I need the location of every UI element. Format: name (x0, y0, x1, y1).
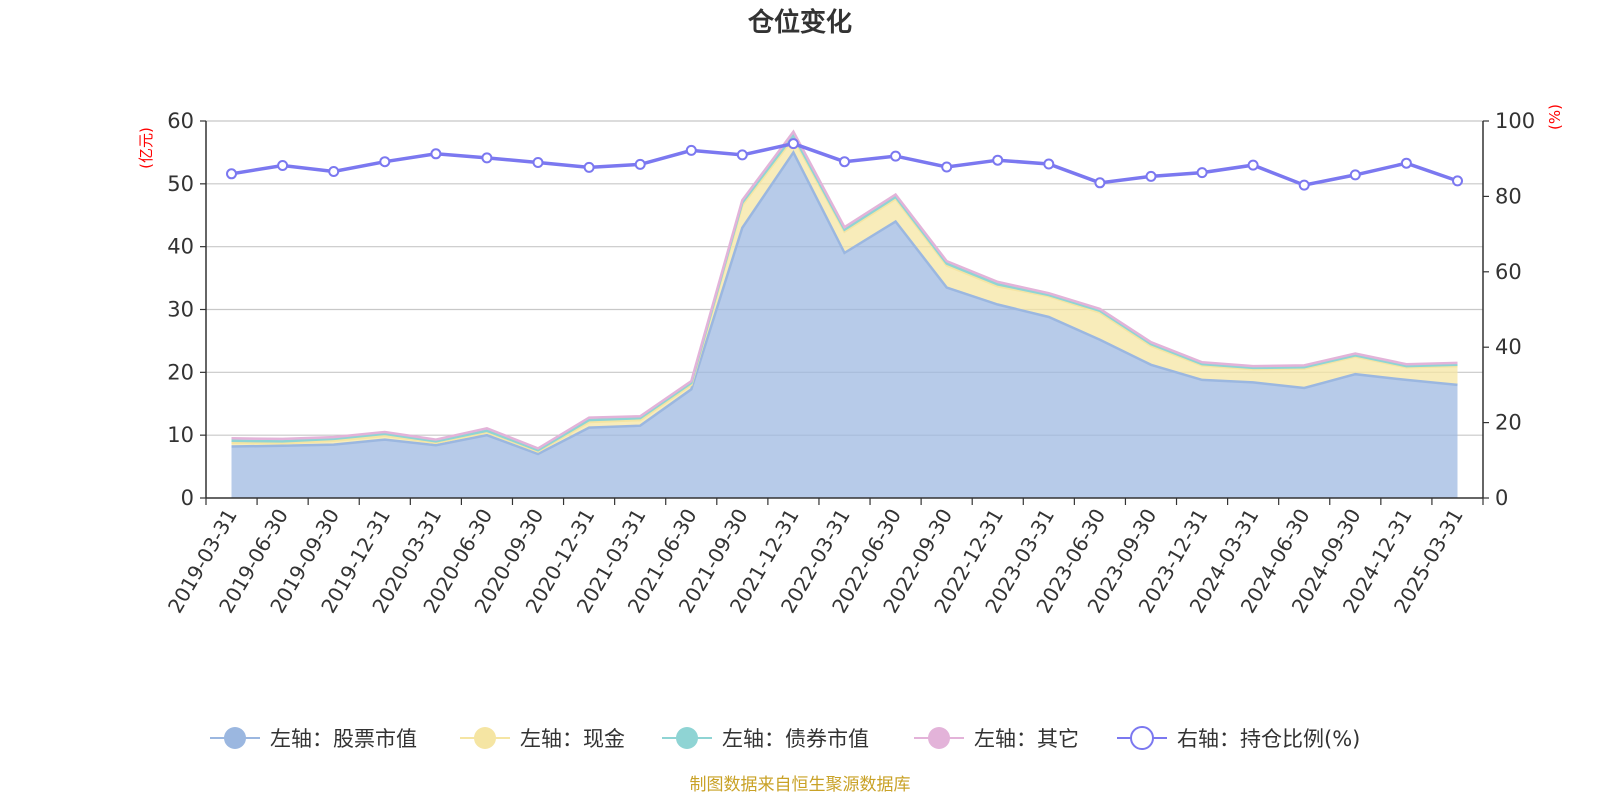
chart-title: 仓位变化 (747, 7, 852, 38)
right-axis-unit: (%) (1546, 104, 1564, 130)
left-tick-label: 50 (167, 172, 194, 196)
right-tick-label: 0 (1495, 486, 1508, 510)
legend-swatch-marker (224, 727, 246, 749)
ratio-point (1298, 179, 1310, 191)
ratio-point (1400, 157, 1412, 169)
ratio-point (1349, 169, 1361, 181)
right-tick-label: 100 (1495, 109, 1535, 133)
right-tick-label: 60 (1495, 260, 1522, 284)
legend-label: 左轴：现金 (520, 727, 625, 751)
legend-label: 左轴：其它 (974, 727, 1079, 751)
left-tick-label: 60 (167, 109, 194, 133)
ratio-point (481, 152, 493, 164)
data-source-note: 制图数据来自恒生聚源数据库 (690, 775, 911, 795)
left-tick-label: 0 (181, 486, 194, 510)
ratio-point (379, 156, 391, 168)
legend-label: 左轴：债券市值 (722, 727, 869, 751)
ratio-point (1094, 177, 1106, 189)
legend-item: 左轴：股票市值 (210, 727, 417, 751)
ratio-point (1043, 158, 1055, 170)
ratio-point (992, 154, 1004, 166)
area-edge-1 (231, 149, 1458, 456)
ratio-point (787, 138, 799, 150)
ratio-point (634, 158, 646, 170)
ratio-point (328, 166, 340, 177)
legend-item: 左轴：债券市值 (662, 727, 869, 751)
ratio-point (890, 150, 902, 162)
ratio-point (583, 161, 595, 173)
position-ratio-line (226, 138, 1463, 191)
legend-item: 左轴：其它 (914, 727, 1079, 751)
area-edge-2 (231, 135, 1458, 453)
ratio-point (430, 148, 442, 160)
legend-swatch-marker (928, 727, 950, 749)
ratio-point (277, 160, 289, 171)
ratio-point (685, 144, 697, 156)
right-tick-label: 80 (1495, 184, 1522, 208)
ratio-point (1247, 159, 1259, 171)
legend-item: 左轴：现金 (460, 727, 625, 751)
area-edge-4 (231, 129, 1458, 450)
legend-item: 右轴：持仓比例(%) (1117, 726, 1360, 751)
stacked-areas (231, 129, 1458, 498)
left-tick-label: 20 (167, 360, 194, 384)
ratio-point (532, 157, 544, 168)
ratio-point (839, 156, 850, 168)
left-tick-label: 30 (167, 298, 194, 322)
ratio-point (941, 161, 953, 173)
left-axis-unit: (亿元) (137, 127, 155, 169)
legend-label: 右轴：持仓比例(%) (1177, 727, 1360, 751)
ratio-point (226, 168, 237, 180)
right-tick-label: 40 (1495, 335, 1522, 359)
legend: 左轴：股票市值 左轴：现金 左轴：债券市值 左轴：其它 右轴：持仓比例(%) (210, 726, 1360, 751)
ratio-point (1145, 170, 1157, 182)
legend-swatch-marker (676, 727, 698, 749)
right-tick-label: 20 (1495, 411, 1522, 435)
ratio-point (1196, 167, 1208, 179)
legend-swatch-marker (474, 727, 496, 749)
ratio-point (736, 149, 748, 161)
left-tick-label: 40 (167, 235, 194, 259)
legend-label: 左轴：股票市值 (270, 727, 417, 751)
area-1 (231, 152, 1458, 498)
left-tick-label: 10 (167, 423, 194, 447)
area-edge-3 (231, 133, 1458, 452)
ratio-point (1452, 175, 1463, 187)
legend-swatch-marker (1130, 726, 1154, 750)
